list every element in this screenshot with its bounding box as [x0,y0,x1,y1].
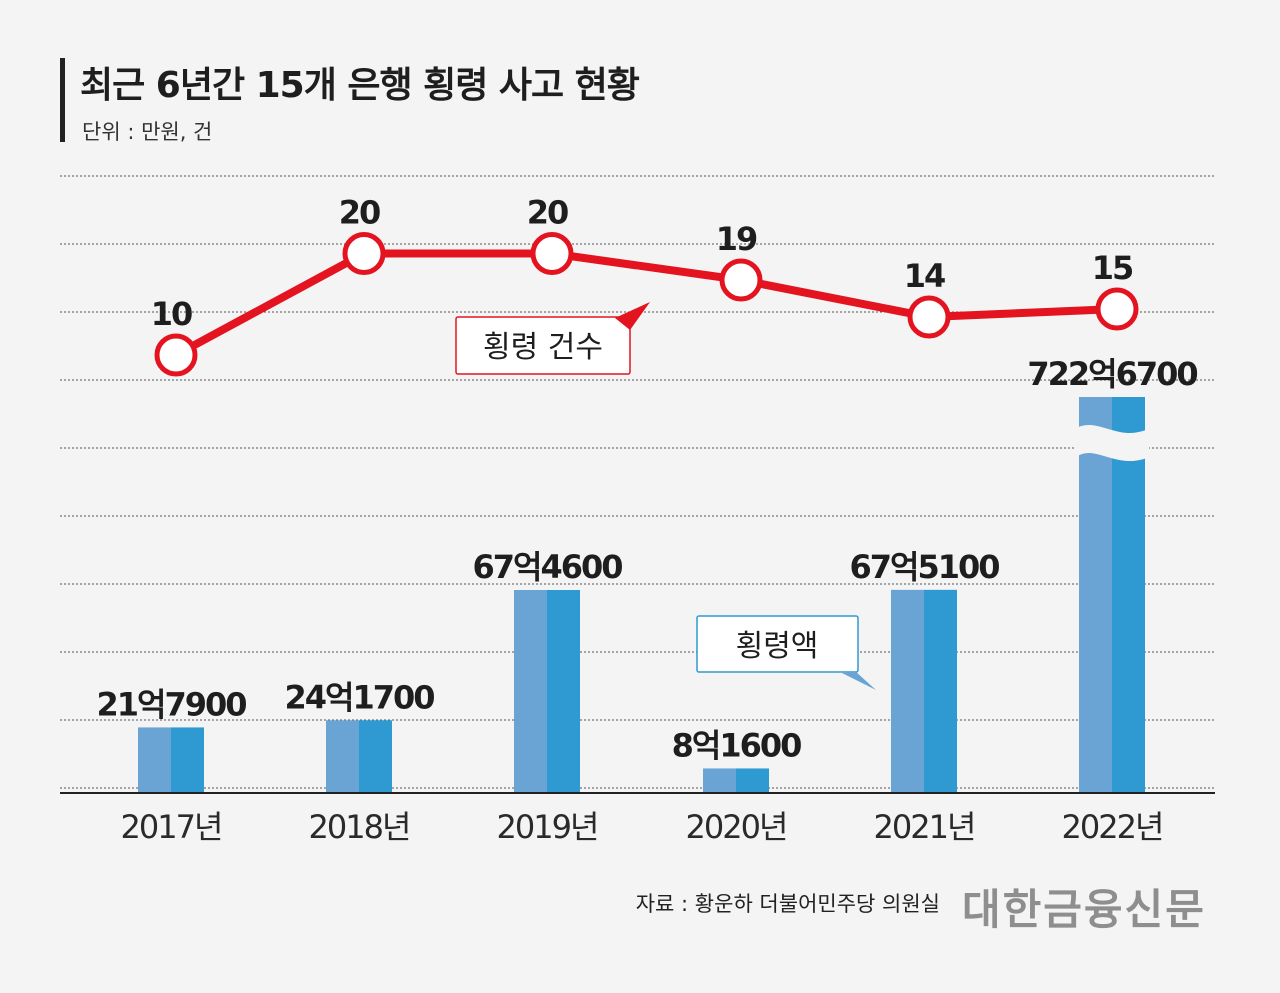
bar-6-right [1112,397,1145,793]
line-value-label: 20 [527,194,568,232]
bar-2-right [359,720,392,793]
line-point-3 [530,232,574,275]
bar-value-label: 67억5100 [849,548,999,586]
callout-pointer-amount [840,672,876,690]
line-value-label: 15 [1092,249,1133,287]
bar-1-right [171,727,204,793]
chart-area: 21억7900 24억1700 67억4600 8억1600 67억5100 722억67… [60,175,1215,846]
x-tick-label: 2017년 [121,808,222,846]
bar-value-label: 722억6700 [1027,355,1197,393]
x-tick-label: 2018년 [309,808,410,846]
callout-box-amount [696,615,859,673]
callout-box-count [455,316,631,375]
bar-4-right [736,768,769,793]
unit-label: 단위 : 만원, 건 [82,120,213,144]
bar-5 [891,589,924,793]
legend-label-amount: 횡령액 [736,629,819,664]
callout-pointer-count [615,302,650,330]
series-line-count [174,249,1118,359]
x-tick-label: 2022년 [1062,808,1163,846]
line-value-label: 10 [151,295,192,333]
line-value-label: 14 [904,257,945,295]
line-point-4 [719,258,763,302]
bar-6 [1079,397,1112,793]
axis-break-line [1073,424,1151,440]
bar-value-label: 8억1600 [672,726,802,764]
x-tick-label: 2019년 [497,808,598,846]
line-value-label: 19 [716,220,757,258]
line-point-5 [907,295,951,339]
bar-3-right [547,590,580,793]
bar-4 [703,768,736,793]
x-tick-label: 2020년 [686,808,787,846]
chart-title: 최근 6년간 15개 은행 횡령 사고 현황 [80,65,640,106]
bar-3 [514,590,547,793]
bar-value-label: 67억4600 [472,548,622,586]
x-tick-label: 2021년 [874,808,975,846]
line-point-1 [154,333,198,377]
line-point-6 [1095,287,1139,331]
line-point-2 [342,232,386,275]
legend-label-count: 횡령 건수 [483,330,603,365]
bar-1 [138,727,171,793]
bar-value-label: 21억7900 [96,685,246,723]
line-value-label: 20 [339,194,380,232]
source-note: 자료 : 황운하 더불어민주당 의원실 [635,892,940,916]
axis-break-line [1073,446,1151,462]
bar-value-label: 24억1700 [284,678,434,716]
axis-break [1075,427,1149,459]
bar-5-right [924,589,957,793]
publisher-logo: 대한금융신문 [962,885,1206,934]
title-accent-bar [60,58,65,142]
bar-2 [326,720,359,793]
